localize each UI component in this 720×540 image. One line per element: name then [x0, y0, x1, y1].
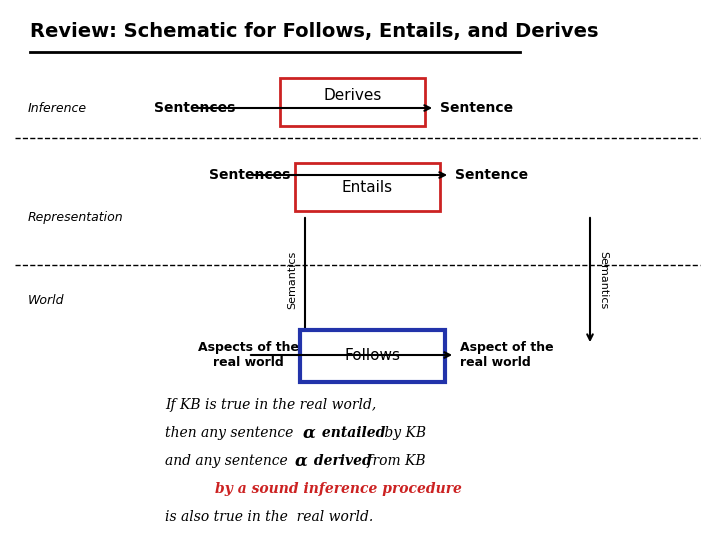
- Bar: [295, 163, 440, 211]
- Text: by KB: by KB: [380, 426, 426, 440]
- Bar: [280, 78, 425, 126]
- Bar: [300, 330, 445, 382]
- Text: Inference: Inference: [28, 102, 87, 114]
- Text: α: α: [295, 453, 307, 469]
- Text: Sentence: Sentence: [455, 168, 528, 182]
- Text: Semantics: Semantics: [287, 251, 297, 309]
- Text: Aspects of the
real world: Aspects of the real world: [197, 341, 299, 369]
- Text: α: α: [303, 424, 316, 442]
- Text: from KB: from KB: [363, 454, 426, 468]
- Text: Sentences: Sentences: [154, 101, 235, 115]
- Text: derived: derived: [309, 454, 372, 468]
- Text: and any sentence: and any sentence: [165, 454, 292, 468]
- Text: Derives: Derives: [323, 89, 382, 104]
- Text: Representation: Representation: [28, 212, 124, 225]
- Text: is also true in the  real world.: is also true in the real world.: [165, 510, 373, 524]
- Text: by a sound inference procedure: by a sound inference procedure: [215, 482, 462, 496]
- Text: Aspect of the
real world: Aspect of the real world: [460, 341, 554, 369]
- Text: If KB is true in the real world,: If KB is true in the real world,: [165, 398, 377, 412]
- Text: entailed: entailed: [317, 426, 385, 440]
- Text: World: World: [28, 294, 65, 307]
- Text: Entails: Entails: [342, 179, 393, 194]
- Text: Review: Schematic for Follows, Entails, and Derives: Review: Schematic for Follows, Entails, …: [30, 23, 598, 42]
- Text: then any sentence: then any sentence: [165, 426, 298, 440]
- Text: Follows: Follows: [344, 348, 400, 363]
- Text: Sentence: Sentence: [440, 101, 513, 115]
- Text: Sentences: Sentences: [210, 168, 291, 182]
- Text: Semantics: Semantics: [598, 251, 608, 309]
